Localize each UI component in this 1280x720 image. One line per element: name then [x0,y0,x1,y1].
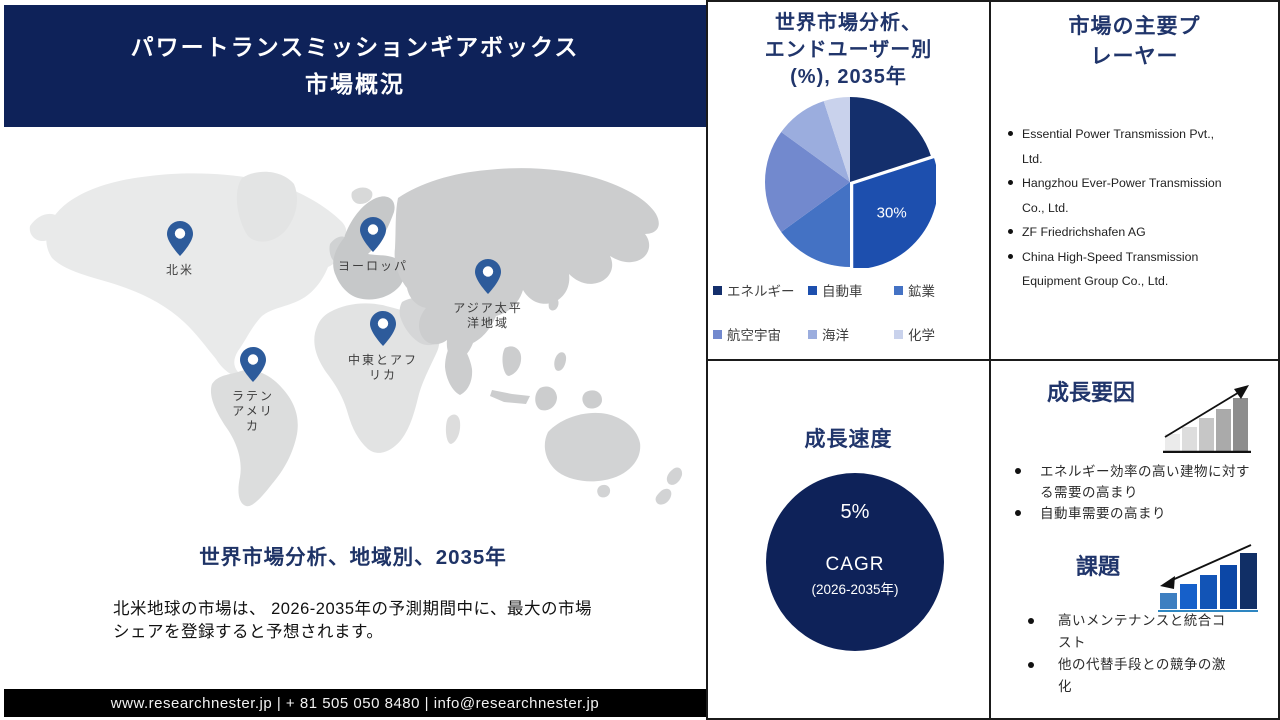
legend-label: 自動車 [822,284,863,299]
pie-slice-0 [850,97,931,182]
legend-swatch-icon [713,285,722,295]
challenges-list: 高いメンテナンスと統合コスト 他の代替手段との競争の激化 [1028,610,1232,698]
continent-shapes [29,168,683,507]
pie-title-line1: 世界市場分析、 [775,12,922,34]
company-list-item: China High-Speed Transmission Equipment … [1008,245,1227,294]
map-pin [475,259,501,294]
pie-legend-item: 鉱業 [894,280,989,300]
map-pin-icon [475,259,501,294]
regional-analysis-title-text: 世界市場分析、地域別、 [199,546,436,569]
legend-swatch-icon [894,329,903,339]
page-title: パワートランスミッションギアボックス 市場概況 [4,5,706,127]
pie-slice-5 [823,97,850,182]
footer-contact-text: www.researchnester.jp | + 81 505 050 848… [110,694,600,712]
end-user-pie-card: 世界市場分析、 エンドユーザー別 (%), 2035年 30% エネルギー 自動車… [708,2,991,361]
growth-drivers-title: 成長要因 [1046,380,1135,405]
pie-legend-item: 自動車 [808,280,894,300]
legend-swatch-icon [894,285,903,295]
drivers-challenges-card: 成長要因 エネルギー効率の高い建物に対する需要の高まり 自動車需要の高まり 課題 [991,361,1278,718]
growth-rate-card: 成長速度 5% CAGR (2026-2035年) [708,361,991,718]
pie-data-label: 30% [877,204,907,221]
map-region-label: ヨーロッパ [337,259,408,273]
page-title-line1: パワートランスミッションギアボックス [130,34,580,60]
right-panel: 世界市場分析、 エンドユーザー別 (%), 2035年 30% エネルギー 自動車… [706,0,1280,720]
pie-slice-3 [764,132,850,232]
legend-label: 海洋 [822,328,849,343]
legend-swatch-icon [808,285,817,295]
legend-label: 化学 [908,328,935,343]
world-map-svg [29,168,683,507]
map-pin [370,311,396,346]
company-list-item: Essential Power Transmission Pvt., Ltd. [1008,122,1227,171]
map-pin-icon [360,217,386,252]
legend-swatch-icon [808,329,817,339]
map-pin [360,217,386,252]
pie-title-line3: (%), 2035年 [790,66,907,88]
pie-title-line2: エンドユーザー別 [764,39,933,61]
key-players-card: 市場の主要プレーヤー Essential Power Transmission … [991,2,1278,361]
cagr-period: (2026-2035年) [811,582,899,597]
map-region-label: 北米 [165,263,194,277]
challenge-item: 他の代替手段との競争の激化 [1028,654,1232,698]
pie-legend: エネルギー 自動車 鉱業航空宇宙 海洋 化学 [713,280,989,344]
growth-driver-item: 自動車需要の高まり [1015,503,1254,524]
cagr-label: CAGR [825,554,885,575]
map-pin [240,347,266,382]
challenge-item: 高いメンテナンスと統合コスト [1028,610,1232,654]
growth-driver-item: エネルギー効率の高い建物に対する需要の高まり [1015,461,1254,503]
key-players-title: 市場の主要プレーヤー [1068,15,1201,68]
cagr-value: 5% [840,501,870,523]
growth-rate-title: 成長速度 [804,428,893,451]
map-region-label: ラテン アメリカ [231,389,274,433]
challenge-bars-icon [1158,544,1258,612]
growth-drivers-list: エネルギー効率の高い建物に対する需要の高まり 自動車需要の高まり [1015,461,1254,524]
regional-analysis-description: 北米地球の市場は、 2026-2035年の予測期間中に、最大の市場シェアを登録す… [113,600,592,641]
legend-swatch-icon [713,329,722,339]
pie-legend-item: 航空宇宙 [713,324,808,344]
company-list-item: ZF Friedrichshafen AG [1008,220,1227,245]
legend-label: 鉱業 [908,284,935,299]
challenges-title: 課題 [1075,554,1120,579]
pie-card-title: 世界市場分析、 エンドユーザー別 (%), 2035年 [708,2,989,91]
legend-label: エネルギー [727,284,795,299]
world-map: 北米 ヨーロッパアジア太平 洋地域中東とアフ リカラテン アメリカ [0,140,708,540]
map-pin-icon [370,311,396,346]
map-pin-icon [240,347,266,382]
footer-bar: www.researchnester.jp | + 81 505 050 848… [4,689,706,717]
legend-label: 航空宇宙 [727,328,781,343]
key-players-list: Essential Power Transmission Pvt., Ltd. H… [1008,122,1278,294]
pie-legend-item: 化学 [894,324,989,344]
pie-legend-item: 海洋 [808,324,894,344]
regional-analysis-title-year: 2035年 [435,546,507,569]
left-panel: パワートランスミッションギアボックス 市場概況 [0,5,708,717]
map-pin [167,221,193,256]
pie-legend-item: エネルギー [713,280,808,300]
regional-analysis-title: 世界市場分析、地域別、2035年 [0,540,706,570]
pie-slice-1 [853,158,936,268]
map-region-label: アジア太平 洋地域 [453,301,523,330]
map-pin-icon [167,221,193,256]
growth-bars-icon [1163,385,1251,453]
cagr-circle: 5% CAGR (2026-2035年) [766,473,944,651]
pie-slice-2 [781,182,850,267]
end-user-pie-chart: 30% [764,97,936,268]
map-region-label: 中東とアフ リカ [347,353,418,382]
page-title-line2: 市場概況 [305,71,405,97]
company-list-item: Hangzhou Ever-Power Transmission Co., Lt… [1008,171,1227,220]
pie-slice-4 [781,101,850,182]
